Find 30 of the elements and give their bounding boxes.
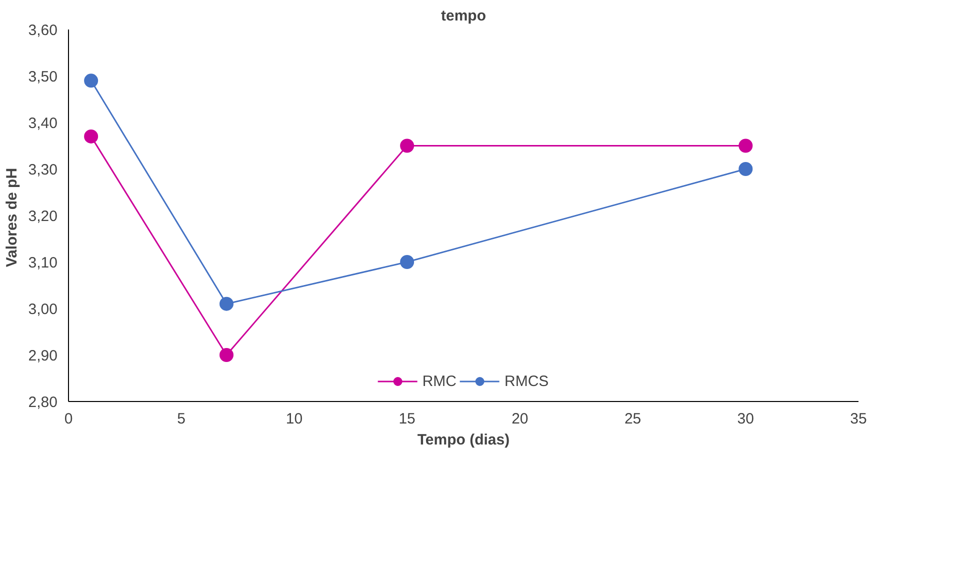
point	[400, 138, 414, 153]
legend-label: RMCS	[504, 372, 549, 390]
x-tick-label: 10	[286, 410, 303, 428]
point	[400, 255, 414, 269]
x-tick-label: 35	[850, 410, 867, 428]
y-tick-label: 3,40	[28, 115, 58, 132]
y-tick-label: 3,00	[28, 301, 58, 318]
point	[738, 138, 753, 153]
y-tick-label: 3,60	[28, 22, 58, 39]
point	[220, 348, 234, 362]
point	[220, 296, 234, 311]
y-tick-label: 3,50	[28, 68, 58, 86]
x-tick-label: 20	[512, 410, 528, 428]
chart-title: tempo	[441, 8, 486, 24]
y-axis-title: Valores de pH	[3, 168, 20, 268]
y-tick-label: 2,90	[28, 348, 58, 364]
x-axis-title: Tempo (dias)	[417, 432, 510, 448]
legend-label: RMC	[422, 372, 456, 390]
x-tick-label: 5	[177, 410, 186, 428]
point	[84, 129, 98, 144]
x-tick-label: 15	[398, 410, 416, 428]
y-tick-label: 2,80	[28, 394, 58, 411]
y-tick-label: 3,30	[28, 162, 58, 178]
point	[84, 74, 98, 88]
y-tick-label: 3,10	[28, 254, 58, 272]
x-tick-label: 25	[624, 410, 642, 428]
y-tick-label: 3,20	[28, 208, 58, 225]
x-tick-label: 0	[64, 410, 73, 428]
point	[738, 162, 753, 176]
x-tick-label: 30	[737, 410, 754, 428]
